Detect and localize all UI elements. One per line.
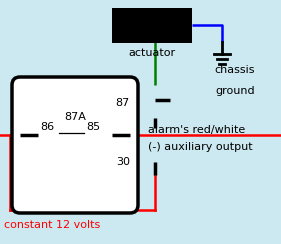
Text: ground: ground <box>215 86 255 96</box>
Bar <box>112 8 192 43</box>
Text: 87: 87 <box>116 98 130 108</box>
Text: 86: 86 <box>40 122 54 132</box>
Text: alarm's red/white: alarm's red/white <box>148 125 245 135</box>
FancyBboxPatch shape <box>12 77 138 213</box>
Text: 30: 30 <box>116 157 130 167</box>
Text: (-) auxiliary output: (-) auxiliary output <box>148 142 253 152</box>
Text: chassis: chassis <box>215 65 255 75</box>
Text: actuator: actuator <box>128 48 176 58</box>
Text: constant 12 volts: constant 12 volts <box>4 220 100 230</box>
Text: 87A: 87A <box>64 112 86 122</box>
Text: 85: 85 <box>86 122 100 132</box>
